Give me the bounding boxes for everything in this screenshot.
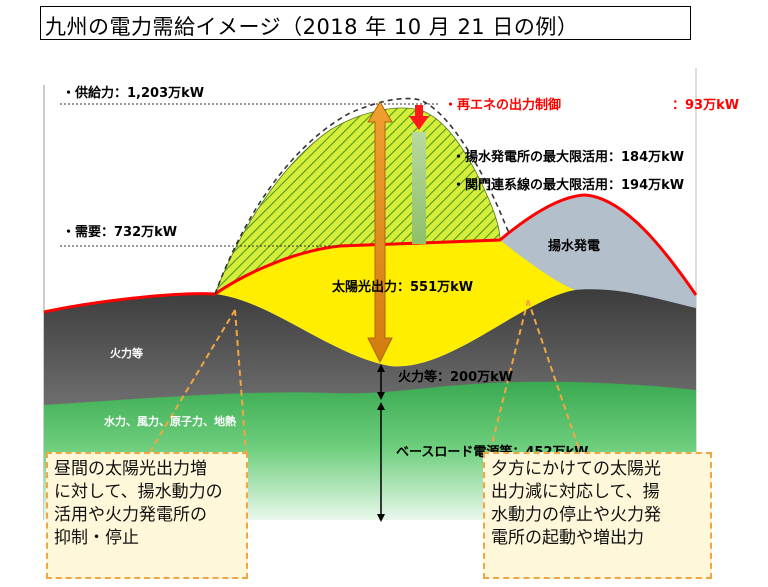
callout-evening-solar: 夕方にかけての太陽光 出力減に対応して、揚 水動力の停止や火力発 電所の起動や増… [483, 452, 712, 579]
kanmon-max-label: ・関門連系線の最大限活用：194万kW [452, 177, 684, 193]
callout-line: 抑制・停止 [54, 528, 139, 548]
curtailment-label: ・再エネの出力制御 [444, 97, 561, 113]
thermal-value-label: 火力等：200万kW [398, 369, 513, 385]
callout-line: に対して、揚水動力の [54, 482, 223, 502]
callout-line: 水動力の停止や火力発 [491, 505, 661, 525]
supply-curve [214, 97, 511, 295]
baseload-arrow [377, 402, 385, 522]
solar-output-label: 太陽光出力：551万kW [331, 279, 473, 295]
demand-line [43, 193, 698, 314]
thermal-area-label: 火力等 [110, 346, 143, 360]
callout-daytime-solar: 昼間の太陽光出力増 に対して、揚水動力の 活用や火力発電所の 抑制・停止 [46, 452, 248, 579]
page-title: 九州の電力需給イメージ（2018 年 10 月 21 日の例） [45, 15, 579, 39]
solar-area [215, 240, 575, 367]
callout-line: 夕方にかけての太陽光 [491, 459, 661, 479]
callout-line: 出力減に対応して、揚 [491, 482, 660, 502]
callout-line: 活用や火力発電所の [54, 505, 207, 525]
baseload-sources-label: 水力、風力、原子力、地熱 [104, 414, 236, 428]
thermal-arrow [377, 364, 385, 400]
solar-range-arrow [367, 101, 393, 364]
pumped-max-label: ・揚水発電所の最大限活用：184万kW [452, 149, 684, 165]
callout-connector-right [489, 299, 581, 453]
pumped-storage-label: 揚水発電 [548, 238, 600, 254]
pumping-bar [412, 132, 426, 244]
curtailment-arrow [409, 105, 429, 130]
thermal-area [44, 289, 696, 405]
supply-label: ・供給力：1,203万kW [62, 85, 204, 101]
callout-connector-left [149, 309, 247, 453]
curtailment-value: ：93万kW [672, 98, 739, 113]
title-box: 九州の電力需給イメージ（2018 年 10 月 21 日の例） [40, 6, 691, 40]
demand-label: ・需要：732万kW [62, 225, 177, 240]
callout-line: 電所の起動や増出力 [491, 528, 644, 548]
callout-line: 昼間の太陽光出力増 [54, 459, 207, 479]
